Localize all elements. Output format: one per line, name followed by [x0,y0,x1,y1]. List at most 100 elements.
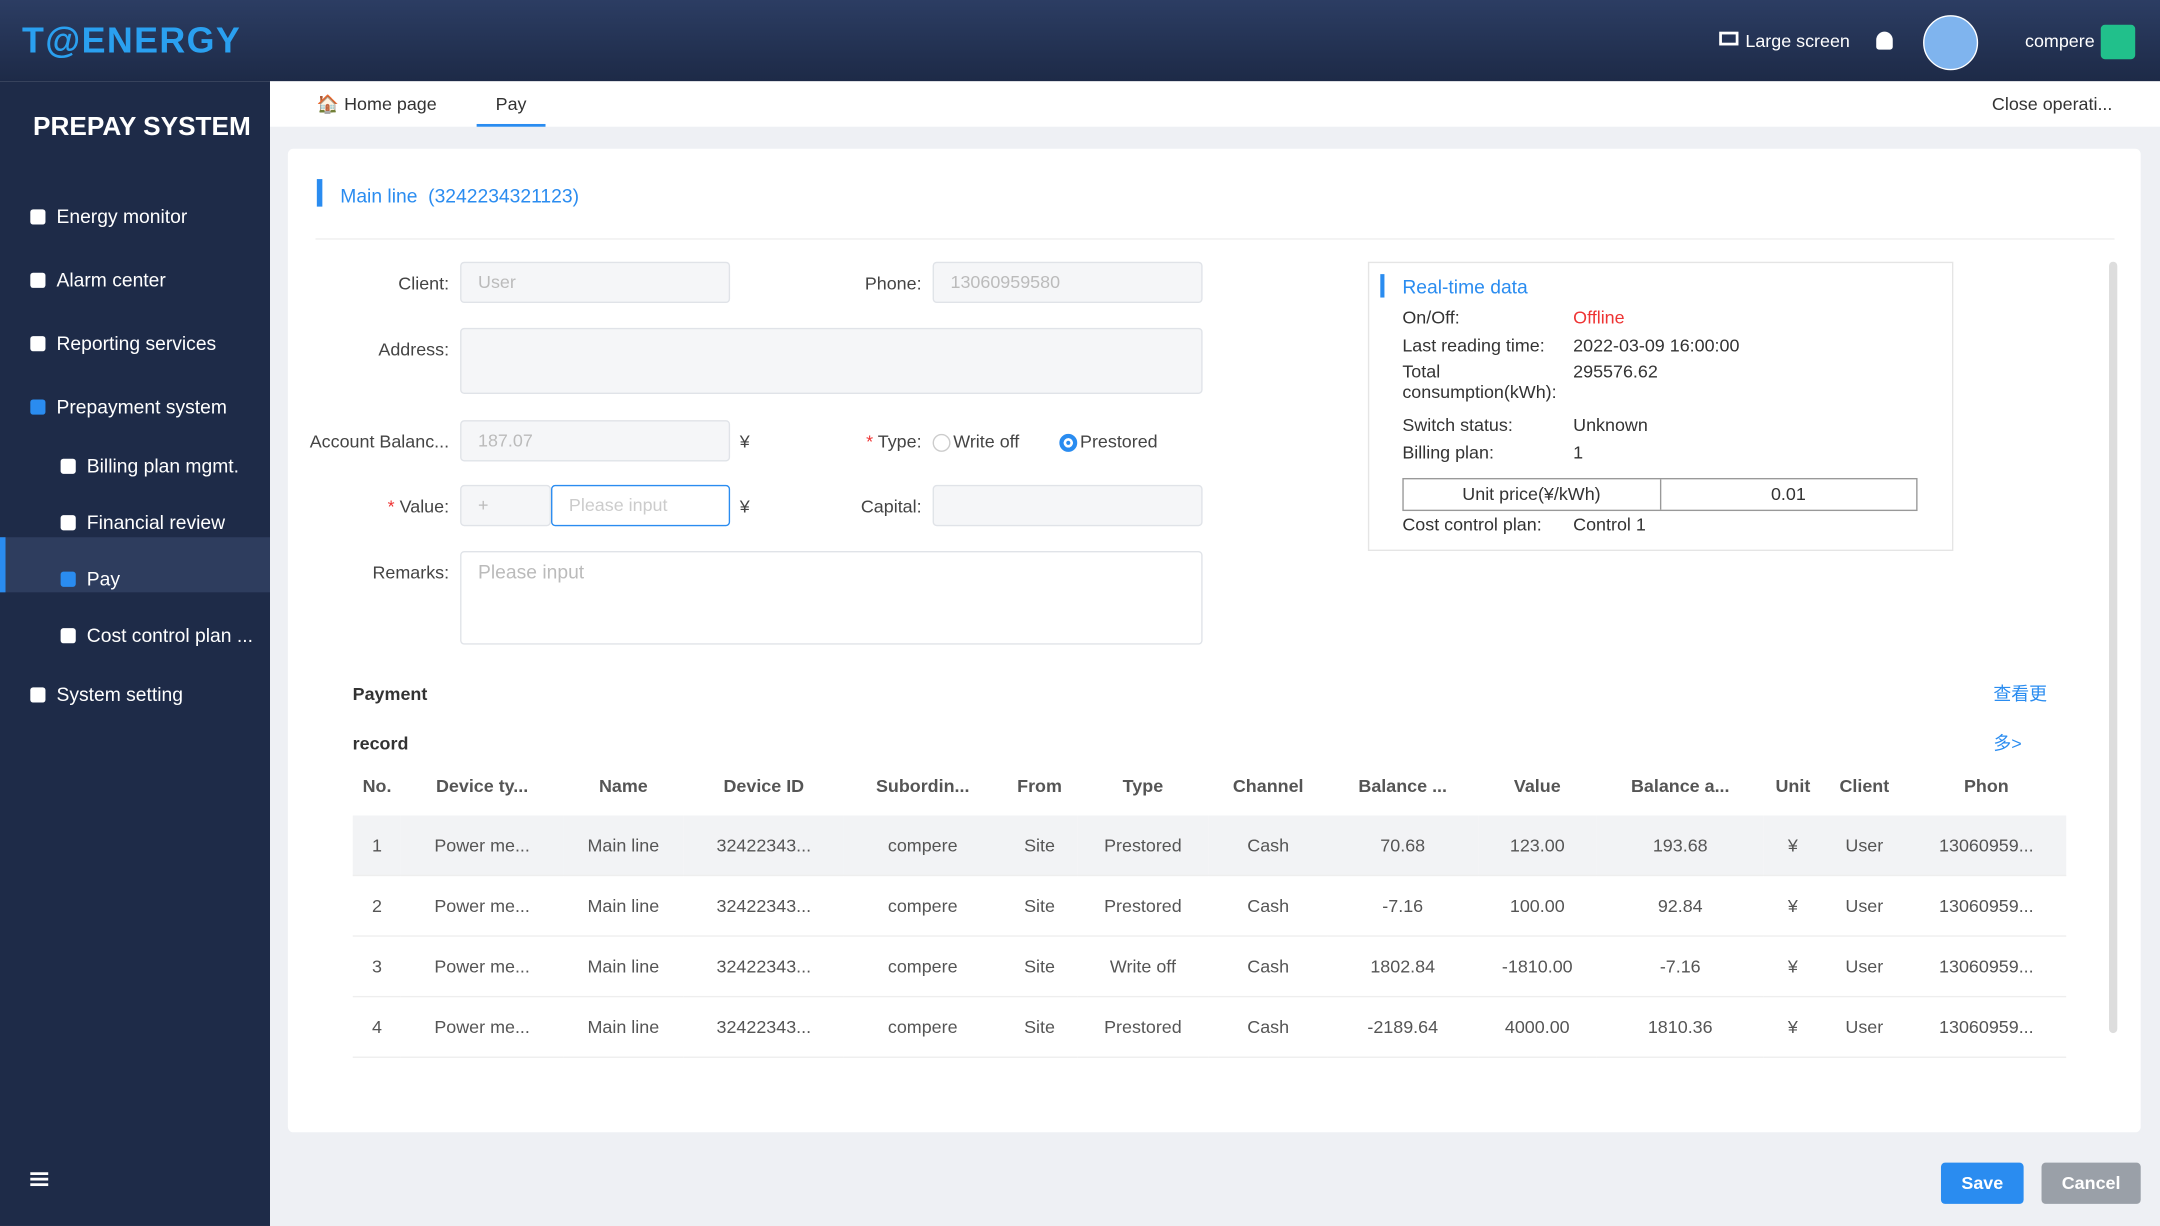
system-title: PREPAY SYSTEM [33,112,251,142]
table-cell: Main line [562,875,684,937]
menu-item[interactable]: Billing plan mgmt. [86,454,240,477]
menu-icon [30,336,46,352]
menu-item[interactable]: System setting [56,683,183,706]
table-cell: User [1822,996,1907,1058]
radio-write-off[interactable] [932,433,951,452]
radio-prestored[interactable] [1059,433,1078,452]
tab-home[interactable]: 🏠 Home page [316,93,437,115]
table-cell: Power me... [401,815,563,877]
prestored-label[interactable]: Prestored [1079,431,1158,452]
capital-input[interactable] [932,484,1203,527]
table-cell: compere [843,815,1002,877]
column-header: Balance ... [1358,775,1448,797]
user-name[interactable]: compere [2024,30,2095,51]
column-header: Subordin... [875,775,970,797]
column-header: Balance a... [1630,775,1730,797]
realtime-panel: Real-time data On/Off: Offline Last readin… [1367,261,1954,551]
table-cell: Prestored [1077,996,1209,1058]
table-cell: Site [1001,936,1078,998]
menu-icon [30,687,46,703]
header-row: No. Device ty... Name Device ID Subordin... F… [353,756,2067,815]
content-card: Main line (3242234321123) Client: User P… [287,148,2141,1133]
table-cell: 4000.00 [1477,996,1597,1058]
realtime-marker [1380,274,1385,298]
top-bar: T@ENERGY Large screen compere [0,0,2160,82]
table-cell: Cash [1208,875,1328,937]
table-cell: 1802.84 [1327,936,1478,998]
table-cell: Main line [562,936,684,998]
table-cell: User [1822,936,1907,998]
table-cell: Power me... [401,936,563,998]
column-header: Phon [1963,775,2009,797]
large-screen[interactable]: Large screen [1745,30,1850,51]
rt-value: 295576.62 [1573,361,1658,382]
line-name: Main line [340,184,418,207]
payment-table: No. Device ty... Name Device ID Subordin... F… [352,756,2067,1058]
client-input[interactable]: User [460,261,731,304]
menu-item[interactable]: Reporting services [56,331,217,355]
table-cell: 2 [352,875,402,937]
menu-icon [30,209,46,225]
table-cell: 3 [352,936,402,998]
cost-value: Control 1 [1573,513,1646,535]
table-cell: 13060959... [1906,936,2067,998]
column-header: From [1017,775,1062,797]
avatar[interactable] [1923,15,1979,71]
bell[interactable] [1876,31,1893,50]
rt-value: Unknown [1573,415,1648,436]
table-row: 4 Power me... Main line 32422343... compere S… [352,996,2067,1058]
menu-item[interactable]: Pay [86,567,121,590]
value-currency: ¥ [739,495,750,517]
table-cell: 32422343... [683,936,844,998]
table-cell: 32422343... [683,815,844,877]
more-link[interactable]: 查看更多> [1993,683,2048,754]
tab-pay[interactable]: Pay [476,94,546,127]
cancel-button[interactable]: Cancel [2041,1162,2141,1204]
table-row: 3 Power me... Main line 32422343... compere S… [352,936,2067,998]
table-cell: -1810.00 [1477,936,1597,998]
collapse-icon[interactable] [30,1172,49,1176]
balance-input: 187.07 [460,420,731,462]
table-cell: Main line [562,996,684,1058]
table-cell: 123.00 [1477,815,1597,877]
sidebar: PREPAY SYSTEM Energy monitor Alarm center… [0,81,270,1226]
table-cell: compere [843,996,1002,1058]
menu-item[interactable]: Alarm center [56,268,166,291]
menu-item[interactable]: Prepayment system [56,395,227,418]
column-header: Unit [1775,775,1811,797]
table-cell: -7.16 [1596,936,1764,998]
menu-item[interactable]: Financial review [86,511,226,534]
menu-icon [60,571,76,587]
menu-icon [30,399,46,415]
balance-label: Account Balanc... [309,431,450,452]
phone-input[interactable]: 13060959580 [932,261,1203,304]
section-marker [316,179,323,207]
value-input[interactable]: Please input [551,484,731,527]
rt-label: Last reading time: [1402,334,1545,355]
remarks-input[interactable]: Please input [460,551,1203,645]
column-header: No. [362,775,392,797]
write-off-label[interactable]: Write off [953,431,1020,452]
logo: T@ENERGY [22,19,242,61]
table-cell: ¥ [1763,996,1823,1058]
price-table: Unit price(¥/kWh) 0.01 [1402,477,1918,512]
scrollbar[interactable] [2109,261,2118,1034]
client-label: Client: [398,272,450,294]
save-button[interactable]: Save [1940,1162,2024,1204]
table-row: 2 Power me... Main line 32422343... compere S… [352,875,2067,937]
table-cell: Cash [1208,815,1328,877]
menu-item[interactable]: Cost control plan ... [86,624,253,647]
remarks-label: Remarks: [372,562,450,583]
value-sign: + [460,484,552,527]
column-header: Channel [1232,775,1304,797]
table-cell: compere [843,936,1002,998]
column-header: Client [1839,775,1890,797]
address-input[interactable] [460,327,1203,394]
menu-item[interactable]: Energy monitor [56,205,188,228]
close-operations[interactable]: Close operati... [1991,93,2113,115]
table-cell: 92.84 [1596,875,1764,937]
rt-value: 1 [1573,442,1584,463]
table-cell: Cash [1208,936,1328,998]
